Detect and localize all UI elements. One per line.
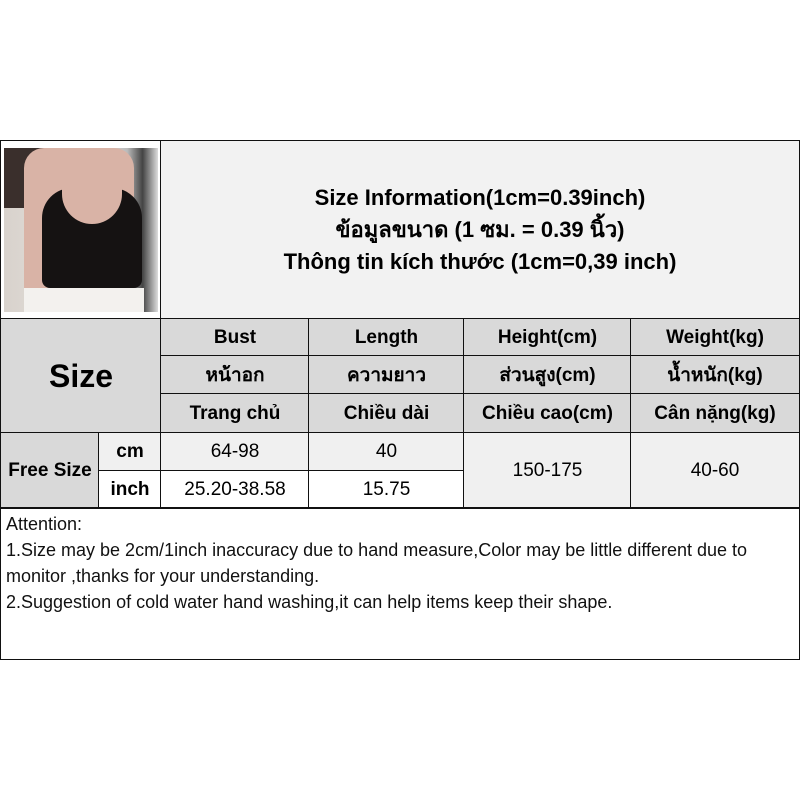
attention-heading: Attention: — [6, 514, 83, 534]
col-bust-th: หน้าอก — [160, 355, 310, 395]
col-length-th: ความยาว — [308, 355, 465, 395]
weight-value: 40-60 — [630, 432, 800, 509]
col-length-en: Length — [308, 318, 465, 357]
attention-line-1: 1.Size may be 2cm/1inch inaccuracy due t… — [6, 540, 748, 586]
col-height-vi: Chiều cao(cm) — [463, 393, 632, 434]
length-inch: 15.75 — [308, 470, 465, 509]
col-height-th: ส่วนสูง(cm) — [463, 355, 632, 395]
bust-inch: 25.20-38.58 — [160, 470, 310, 509]
title-en: Size Information(1cm=0.39inch) — [314, 185, 646, 210]
title-cell: Size Information(1cm=0.39inch) ข้อมูลขนา… — [160, 140, 800, 320]
col-height-en: Height(cm) — [463, 318, 632, 357]
product-photo — [4, 148, 158, 312]
attention-notes: Attention: 1.Size may be 2cm/1inch inacc… — [0, 507, 800, 660]
col-weight-th: น้ำหนัก(kg) — [630, 355, 800, 395]
col-weight-vi: Cân nặng(kg) — [630, 393, 800, 434]
title-vi: Thông tin kích thước (1cm=0,39 inch) — [283, 249, 677, 274]
unit-cm: cm — [98, 432, 162, 472]
unit-inch: inch — [98, 470, 162, 509]
height-value: 150-175 — [463, 432, 632, 509]
bust-cm: 64-98 — [160, 432, 310, 472]
free-size-label: Free Size — [0, 432, 100, 509]
col-length-vi: Chiều dài — [308, 393, 465, 434]
col-bust-vi: Trang chủ — [160, 393, 310, 434]
size-header: Size — [0, 318, 162, 434]
col-bust-en: Bust — [160, 318, 310, 357]
col-weight-en: Weight(kg) — [630, 318, 800, 357]
attention-line-2: 2.Suggestion of cold water hand washing,… — [6, 592, 613, 612]
title-th: ข้อมูลขนาด (1 ซม. = 0.39 นิ้ว) — [335, 217, 625, 242]
length-cm: 40 — [308, 432, 465, 472]
